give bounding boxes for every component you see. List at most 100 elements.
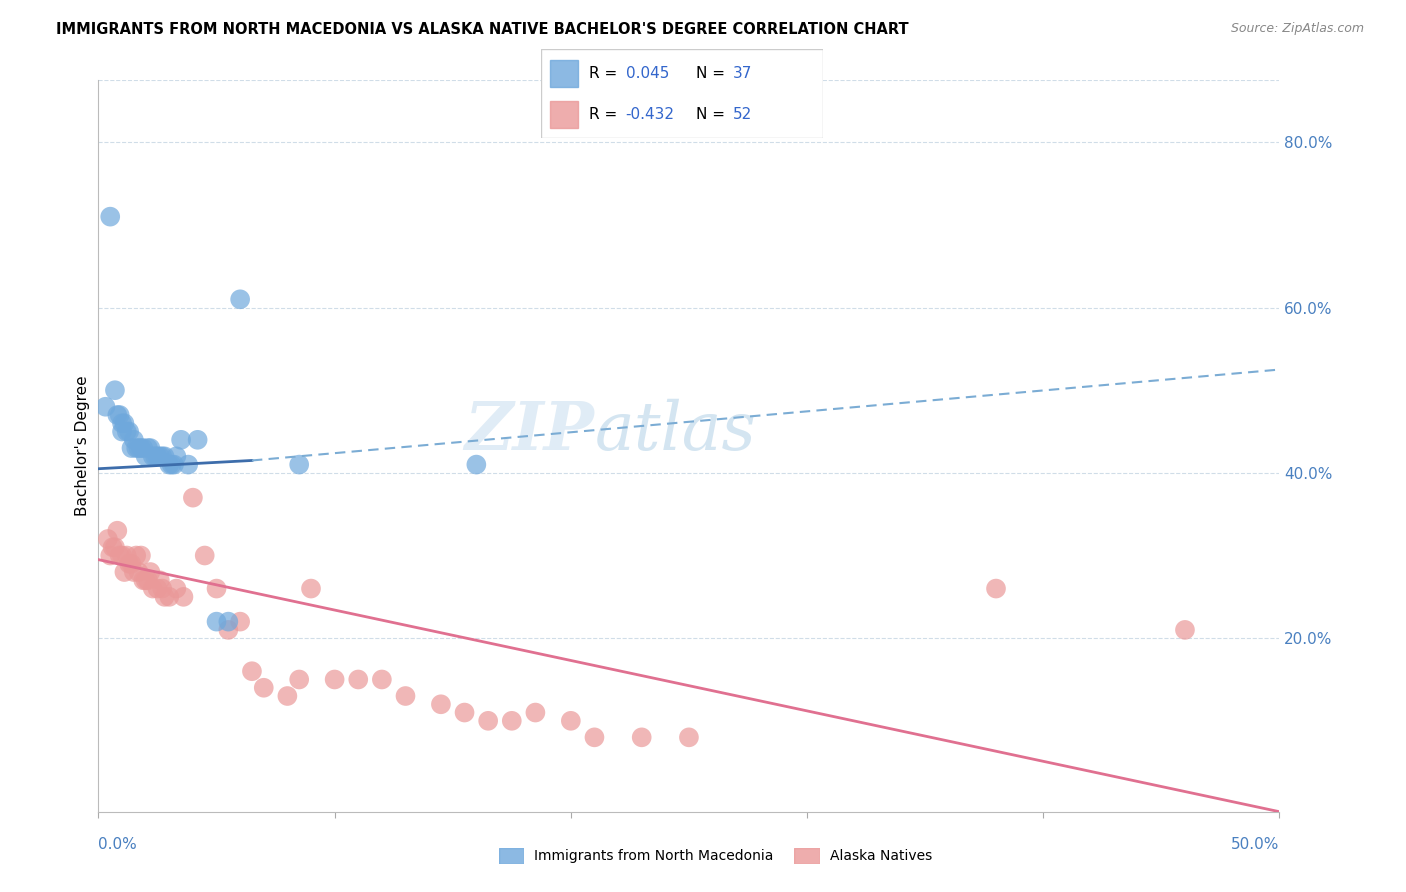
Point [501,714,523,728]
Point [276,689,298,703]
Point [153,590,176,604]
Point [146,582,169,596]
Point [149,450,172,464]
Point [146,450,169,464]
Text: 0.045: 0.045 [626,66,669,80]
Text: N =: N = [696,107,730,121]
Point [105,408,128,422]
Point [135,450,157,464]
Point [121,441,143,455]
Point [477,714,499,728]
Point [108,408,131,422]
Point [181,491,204,505]
Point [194,549,217,563]
Text: 52: 52 [733,107,752,121]
Text: atlas: atlas [595,399,756,464]
Point [129,549,152,563]
Point [142,582,165,596]
Bar [550,101,578,128]
Point [128,441,150,455]
Point [229,293,252,307]
Point [115,425,138,439]
Point [112,417,135,431]
Point [149,574,172,588]
Point [105,524,128,538]
Point [135,574,157,588]
Text: Alaska Natives: Alaska Natives [830,849,932,863]
Point [142,450,165,464]
Point [453,706,475,720]
Point [104,541,127,555]
Point [347,673,370,687]
Point [111,549,134,563]
Text: Immigrants from North Macedonia: Immigrants from North Macedonia [534,849,773,863]
Text: Source: ZipAtlas.com: Source: ZipAtlas.com [1230,22,1364,36]
Point [118,557,141,571]
Text: 37: 37 [733,66,752,80]
Point [129,441,152,455]
Text: -0.432: -0.432 [626,107,675,121]
Point [253,681,276,695]
Point [524,706,547,720]
Point [122,433,145,447]
Point [288,673,311,687]
Point [172,590,194,604]
Point [98,549,121,563]
Point [170,433,193,447]
Point [430,698,453,712]
Point [583,731,606,745]
Point [465,458,488,472]
Bar [550,60,578,87]
Point [1174,623,1197,637]
Point [177,458,200,472]
Point [630,731,652,745]
Point [394,689,416,703]
Point [205,582,228,596]
Point [165,450,187,464]
Point [217,623,239,637]
Point [111,425,134,439]
Point [111,417,134,431]
Text: IMMIGRANTS FROM NORTH MACEDONIA VS ALASKA NATIVE BACHELOR'S DEGREE CORRELATION C: IMMIGRANTS FROM NORTH MACEDONIA VS ALASK… [56,22,908,37]
Point [165,582,187,596]
Point [150,582,173,596]
Point [139,565,162,579]
Text: ZIP: ZIP [464,399,595,464]
Point [163,458,186,472]
Point [104,383,127,397]
Point [217,615,239,629]
Point [122,565,145,579]
Point [288,458,311,472]
Point [240,664,263,678]
Text: R =: R = [589,66,623,80]
Point [678,731,700,745]
Point [94,400,117,414]
Point [984,582,1007,596]
Text: 50.0%: 50.0% [1232,837,1279,852]
Y-axis label: Bachelor's Degree: Bachelor's Degree [75,376,90,516]
Point [371,673,394,687]
Point [108,549,131,563]
Point [157,458,180,472]
Point [160,458,183,472]
Point [323,673,346,687]
Point [118,425,141,439]
Point [132,574,155,588]
Point [560,714,582,728]
Point [112,565,135,579]
Point [299,582,322,596]
Point [128,565,150,579]
Point [136,574,159,588]
Point [125,549,148,563]
Point [187,433,209,447]
Point [115,549,138,563]
Point [143,450,166,464]
Text: 0.0%: 0.0% [98,837,138,852]
Point [205,615,228,629]
FancyBboxPatch shape [541,49,823,138]
Point [150,450,173,464]
Point [157,590,180,604]
Point [121,557,143,571]
Point [101,541,124,555]
Text: N =: N = [696,66,730,80]
